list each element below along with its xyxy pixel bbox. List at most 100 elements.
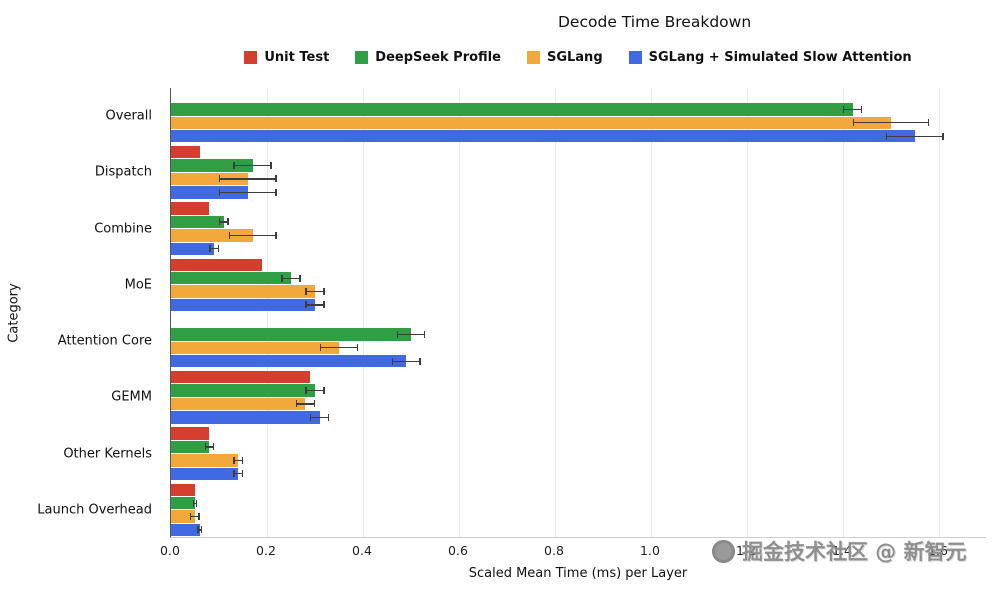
plot-area — [170, 88, 986, 538]
error-bar — [233, 161, 273, 171]
error-bar — [305, 300, 325, 310]
error-bar — [391, 356, 421, 366]
legend-label: SGLang — [546, 50, 603, 65]
juejin-logo-icon — [712, 539, 735, 563]
gridline — [843, 88, 844, 537]
error-bar — [281, 273, 301, 283]
bar-sglang-simulated-slow-attention — [171, 242, 215, 255]
bar-sglang — [171, 510, 195, 523]
bar-unit-test — [171, 371, 311, 384]
x-tick-label: 1.2 — [736, 543, 756, 558]
legend: Unit Test DeepSeek Profile SGLang SGLang + … — [170, 50, 986, 65]
gridline — [363, 88, 364, 537]
category-label: Dispatch — [94, 164, 152, 180]
chart-title: Decode Time Breakdown — [558, 13, 752, 31]
error-bar — [233, 455, 243, 465]
bar-deepseek-profile — [171, 271, 291, 285]
error-bar — [190, 512, 200, 522]
error-bar — [219, 187, 277, 198]
category-label: Combine — [94, 221, 152, 237]
x-axis-tick-labels: 0.0 0.2 0.4 0.6 0.8 1.0 1.2 1.4 1.6 — [160, 543, 986, 561]
error-bar — [197, 525, 203, 535]
bar-sglang-simulated-slow-attention — [171, 467, 239, 480]
error-bar — [228, 230, 277, 240]
x-tick-label: 0.8 — [544, 543, 564, 558]
error-bar — [233, 469, 243, 479]
bar-sglang — [171, 454, 239, 467]
legend-label: DeepSeek Profile — [375, 50, 501, 65]
bar-sglang-simulated-slow-attention — [171, 186, 248, 199]
bar-deepseek-profile — [171, 159, 253, 172]
gridline — [939, 88, 940, 537]
error-bar — [319, 343, 359, 353]
error-bar — [396, 329, 426, 339]
bar-sglang — [171, 229, 253, 242]
x-tick-label: 0.2 — [256, 543, 276, 558]
x-tick-label: 1.4 — [832, 543, 852, 558]
bar-unit-test — [171, 483, 195, 496]
error-bar — [310, 412, 330, 423]
legend-label: Unit Test — [264, 50, 330, 65]
error-bar — [219, 217, 229, 227]
bar-deepseek-profile — [171, 215, 224, 229]
legend-swatch — [628, 51, 642, 64]
legend-item: DeepSeek Profile — [355, 50, 501, 65]
watermark-text: 掘金技术社区 @ 新智元 — [742, 540, 967, 564]
category-label: GEMM — [111, 389, 152, 405]
category-label: MoE — [124, 277, 152, 293]
gridline — [747, 88, 748, 537]
bar-sglang-simulated-slow-attention — [171, 355, 407, 368]
bar-sglang — [171, 341, 339, 355]
bar-sglang-simulated-slow-attention — [171, 130, 915, 143]
y-axis-category-labels: Overall Dispatch Combine MoE Attention Core G… — [0, 88, 160, 538]
error-bar — [204, 442, 215, 452]
bar-sglang-simulated-slow-attention — [171, 298, 315, 312]
legend-label: SGLang + Simulated Slow Attention — [648, 50, 912, 65]
legend-swatch — [526, 51, 540, 64]
x-tick-label: 1.0 — [640, 543, 660, 558]
bar-sglang — [171, 116, 891, 130]
x-axis-label: Scaled Mean Time (ms) per Layer — [468, 566, 688, 581]
bar-sglang-simulated-slow-attention — [171, 523, 200, 537]
legend-swatch — [355, 51, 369, 64]
gridline — [555, 88, 556, 537]
bar-deepseek-profile — [171, 440, 210, 454]
legend-item: SGLang + Simulated Slow Attention — [628, 50, 912, 65]
error-bar — [209, 244, 219, 254]
error-bar — [886, 131, 944, 141]
error-bar — [305, 287, 325, 297]
category-label: Attention Core — [57, 333, 152, 349]
bar-sglang — [171, 285, 315, 298]
bar-deepseek-profile — [171, 496, 195, 510]
bar-unit-test — [171, 258, 263, 271]
watermark: 掘金技术社区 @ 新智元 — [712, 536, 967, 566]
category-label: Overall — [105, 108, 152, 124]
x-tick-label: 1.6 — [928, 543, 948, 558]
bar-deepseek-profile — [171, 328, 411, 341]
gridline — [651, 88, 652, 537]
legend-item: SGLang — [526, 50, 603, 65]
error-bar — [843, 104, 863, 114]
bar-deepseek-profile — [171, 103, 853, 116]
bar-unit-test — [171, 202, 210, 215]
bar-unit-test — [171, 427, 210, 440]
bar-sglang-simulated-slow-attention — [171, 411, 320, 424]
x-tick-label: 0.6 — [448, 543, 468, 558]
bar-deepseek-profile — [171, 384, 315, 397]
x-tick-label: 0.0 — [160, 543, 180, 558]
x-tick-label: 0.4 — [352, 543, 372, 558]
error-bar — [852, 118, 930, 128]
gridline — [267, 88, 268, 537]
bar-unit-test — [171, 146, 200, 159]
legend-swatch — [244, 51, 258, 64]
error-bar — [305, 386, 325, 396]
bar-sglang — [171, 397, 306, 411]
legend-item: Unit Test — [244, 50, 329, 65]
bar-sglang — [171, 172, 248, 186]
error-bar — [192, 498, 198, 508]
gridline — [459, 88, 460, 537]
error-bar — [219, 174, 277, 184]
category-label: Other Kernels — [63, 446, 152, 462]
category-label: Launch Overhead — [37, 502, 152, 518]
